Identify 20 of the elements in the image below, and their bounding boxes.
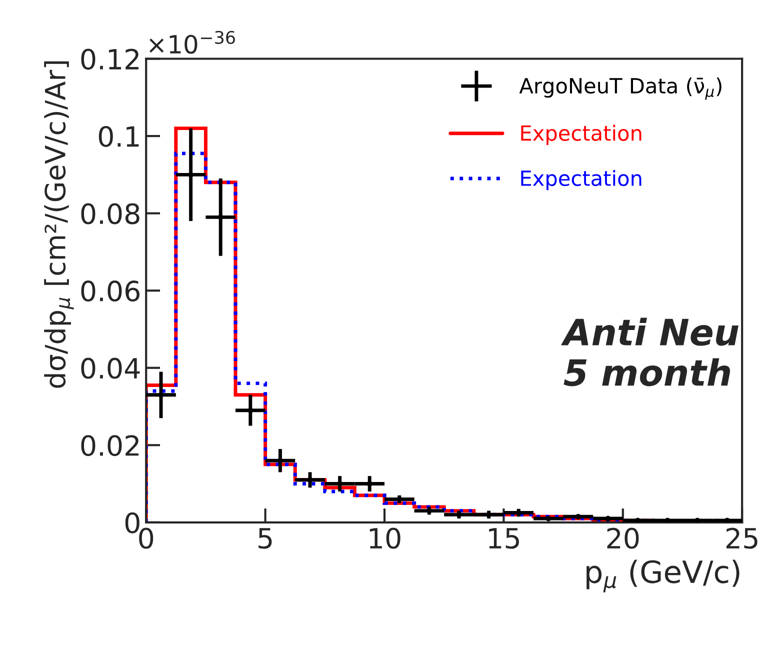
x-tick-label: 5 <box>258 528 272 549</box>
y-tick-label: 0.12 <box>81 48 138 70</box>
x-tick-label: 20 <box>607 528 639 549</box>
y-tick-label: 0.06 <box>81 280 140 302</box>
legend-label: ArgoNeuT Data (ν̄$_{μ}$) <box>519 78 722 100</box>
legend-label: Expectation <box>521 124 642 145</box>
x-tick-label: 25 <box>726 528 758 549</box>
annotation: Anti Neu 5 month <box>560 318 738 386</box>
x-tick-label: 0 <box>139 528 154 549</box>
y-axis-title: dσ/dp$_{μ}$ [cm²/(GeV/c)/Ar] <box>44 61 74 388</box>
legend-label: Expectation <box>521 170 642 190</box>
y-tick-label: 0.08 <box>81 203 140 224</box>
x-tick-label: 15 <box>489 528 519 549</box>
y-tick-label: 0.04 <box>81 358 140 379</box>
text: ×10$^{−36}$ <box>150 30 235 54</box>
y-tick-label: 0.02 <box>81 435 138 456</box>
y-tick-label: 0 <box>125 512 140 534</box>
x-axis-title: p$_{μ}$ (GeV/c) <box>586 560 740 592</box>
y-tick-label: 0.1 <box>98 126 139 147</box>
x-tick-label: 10 <box>370 528 400 549</box>
